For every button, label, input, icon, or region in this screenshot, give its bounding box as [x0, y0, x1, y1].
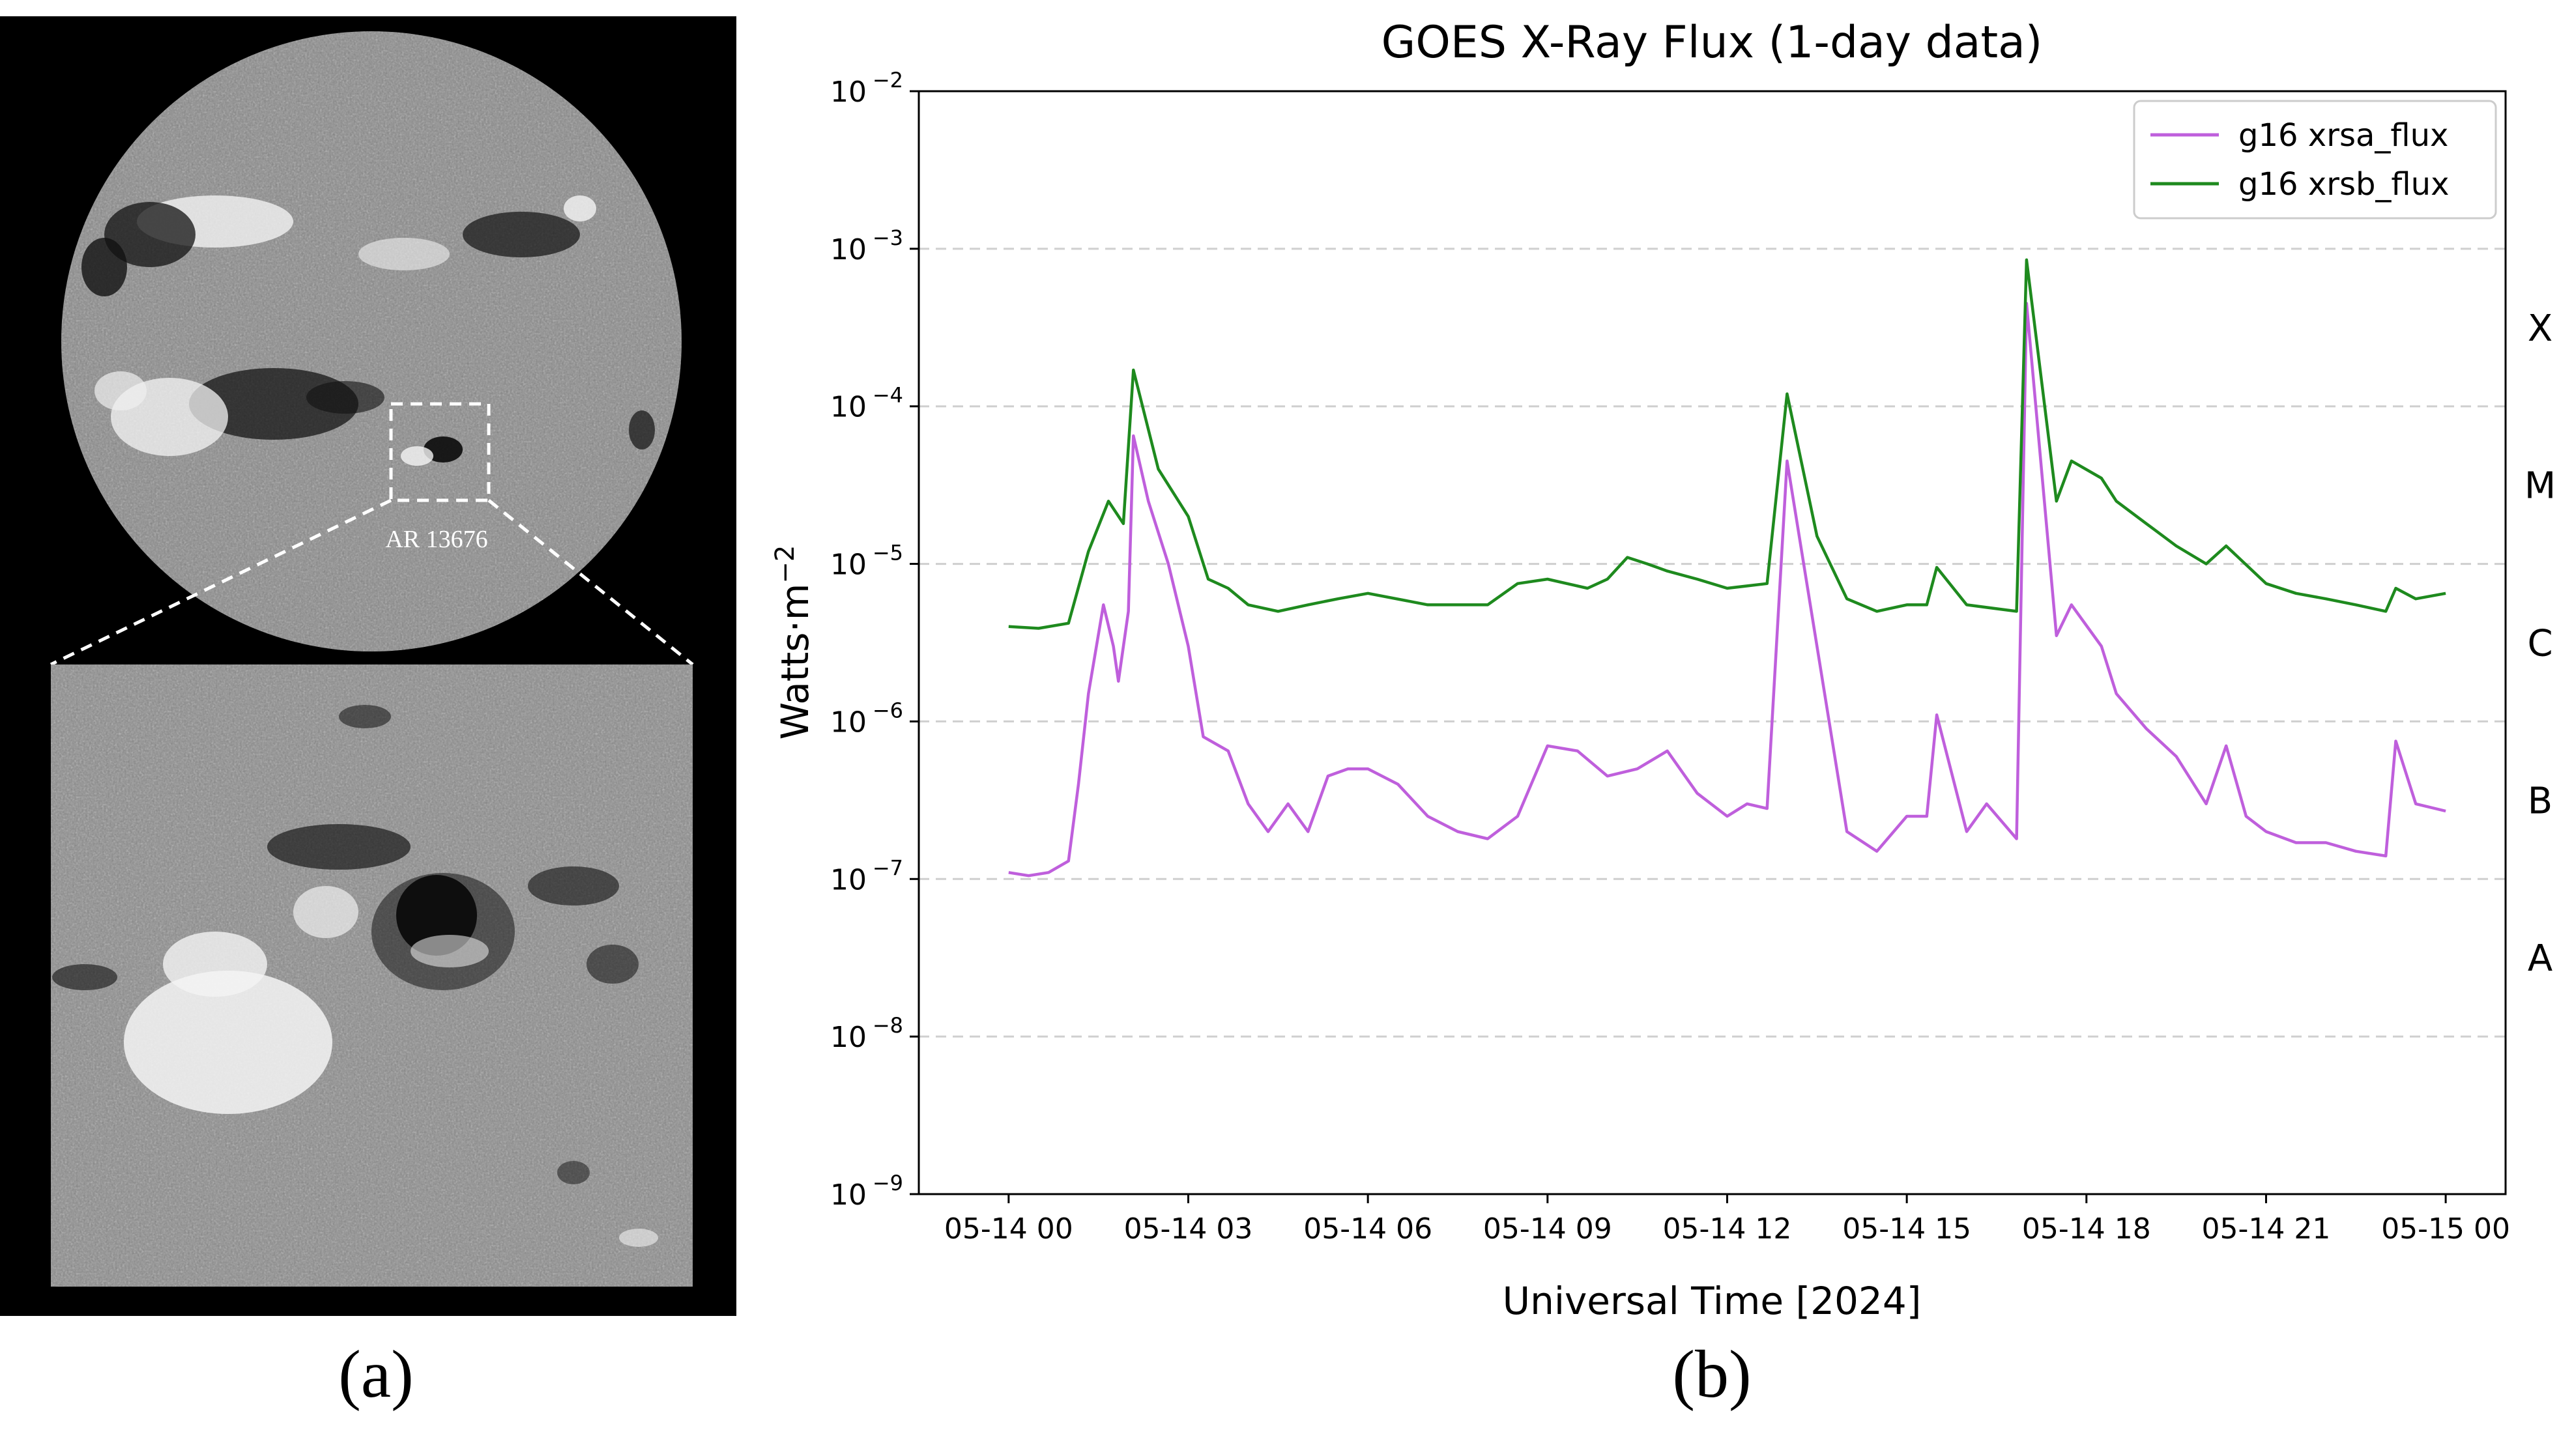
y-tick-exponent: −6: [873, 698, 903, 722]
solar-disk: AR 13676: [50, 31, 694, 666]
y-tick-exponent: −9: [873, 1171, 903, 1195]
y-tick-label: 10: [830, 233, 867, 266]
flare-class-x: X: [2528, 307, 2552, 350]
x-tick-label: 05-14 12: [1663, 1212, 1792, 1246]
y-tick-exponent: −8: [873, 1013, 903, 1038]
chart-panel: GOES X-Ray Flux (1-day data) 10 −910 −810−…: [770, 17, 2556, 1323]
legend: g16 xrsa_flux g16 xrsb_flux: [2133, 100, 2497, 220]
region-box: [389, 402, 491, 502]
x-tick-label: 05-15 00: [2381, 1212, 2510, 1246]
x-tick-label: 05-14 09: [1483, 1212, 1612, 1246]
legend-label-xrsa: g16 xrsa_flux: [2238, 117, 2448, 154]
series-lines: [1008, 258, 2446, 878]
x-tick-label: 05-14 18: [2022, 1212, 2151, 1246]
flare-class-labels: A B C M X: [2524, 307, 2556, 980]
x-axis-ticks: 05-14 00 05-14 03 05-14 06 05-14 09 05-14 12…: [944, 1194, 2510, 1246]
y-axis-label: Watts·m−2: [770, 545, 817, 740]
y-tick-label: 10: [830, 1021, 867, 1054]
y-axis-ticks: 10−910−810−710−610−510−410−310−2: [830, 68, 919, 1212]
panel-b-label: (b): [1672, 1337, 1752, 1412]
zoom-connector-left: [50, 498, 392, 666]
y-tick-label: 10: [830, 549, 867, 582]
y-tick-exponent: −2: [873, 68, 903, 93]
x-tick-label: 05-14 03: [1124, 1212, 1253, 1246]
y-tick-label: 10: [830, 863, 867, 896]
flare-class-c: C: [2527, 623, 2552, 665]
panel-a-label: (a): [338, 1337, 414, 1412]
y-tick-label: 10: [830, 706, 867, 739]
x-tick-label: 05-14 15: [1842, 1212, 1971, 1246]
zoomed-region: [51, 664, 693, 1287]
y-tick-exponent: −3: [873, 225, 903, 250]
y-tick-exponent: −5: [873, 541, 903, 565]
x-tick-label: 05-14 21: [2202, 1212, 2331, 1246]
zoom-connector-right: [487, 499, 694, 666]
y-tick-label: 10: [830, 1178, 867, 1212]
legend-label-xrsb: g16 xrsb_flux: [2238, 166, 2449, 203]
y-tick-label: 10: [830, 76, 867, 109]
series-line-xrsa: [1008, 302, 2446, 878]
series-line-xrsb: [1008, 258, 2446, 630]
y-tick-exponent: −7: [873, 855, 903, 880]
flare-class-m: M: [2524, 465, 2556, 507]
x-tick-label: 05-14 00: [944, 1212, 1073, 1246]
magnetic-patches: [81, 195, 655, 466]
plot-frame: [918, 90, 2507, 1195]
chart-title: GOES X-Ray Flux (1-day data): [1381, 17, 2043, 68]
grid: [919, 248, 2506, 1038]
x-axis-label: Universal Time [2024]: [1503, 1279, 1922, 1323]
flare-class-b: B: [2528, 780, 2552, 822]
x-tick-label: 05-14 06: [1303, 1212, 1432, 1246]
region-label: AR 13676: [385, 526, 487, 553]
flare-class-a: A: [2528, 937, 2552, 980]
y-tick-exponent: −4: [873, 383, 903, 408]
y-tick-label: 10: [830, 391, 867, 424]
